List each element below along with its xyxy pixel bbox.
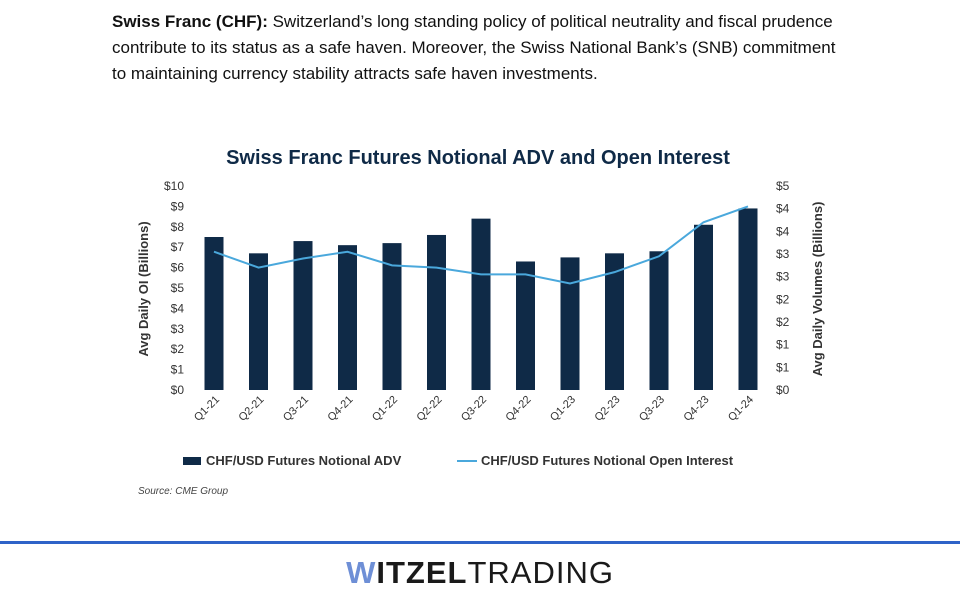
right-tick-label: $1	[776, 360, 790, 374]
right-tick-label: $3	[776, 247, 790, 261]
left-tick-label: $7	[171, 240, 185, 254]
witzel-trading-logo: WITZELTRADING	[0, 555, 960, 591]
right-tick-label: $3	[776, 270, 790, 284]
category-label: Q2-21	[237, 394, 267, 424]
left-tick-label: $10	[164, 179, 184, 193]
category-label: Q3-22	[459, 394, 489, 424]
intro-lead: Swiss Franc (CHF):	[112, 12, 268, 31]
category-label: Q4-22	[504, 394, 534, 424]
right-axis-label: Avg Daily Volumes (Billions)	[810, 202, 825, 377]
left-axis-ticks: $0 $1 $2 $3 $4 $5 $6 $7 $8 $9 $10	[164, 179, 184, 397]
legend-oi-label: CHF/USD Futures Notional Open Interest	[481, 453, 734, 468]
right-axis-ticks: $0 $1 $1 $2 $2 $3 $3 $4 $4 $5	[776, 179, 790, 397]
adv-bar	[605, 253, 624, 390]
category-label: Q4-23	[682, 394, 712, 424]
left-tick-label: $0	[171, 383, 185, 397]
open-interest-points	[213, 206, 749, 284]
chart-title: Swiss Franc Futures Notional ADV and Ope…	[226, 147, 730, 169]
right-tick-label: $2	[776, 292, 790, 306]
legend-bar-swatch	[183, 457, 201, 465]
right-tick-label: $0	[776, 383, 790, 397]
left-axis-label: Avg Daily OI (Billions)	[136, 221, 151, 356]
adv-bar	[471, 218, 491, 390]
left-tick-label: $4	[171, 301, 185, 315]
category-label: Q1-22	[370, 394, 400, 424]
category-label: Q1-23	[548, 394, 578, 424]
adv-bars	[204, 208, 758, 390]
futures-chart: Swiss Franc Futures Notional ADV and Ope…	[136, 147, 825, 497]
right-tick-label: $4	[776, 202, 790, 216]
right-tick-label: $2	[776, 315, 790, 329]
adv-bar	[338, 245, 357, 390]
adv-bar	[204, 237, 224, 390]
adv-bar	[694, 224, 713, 390]
intro-text: Switzerland’s long standing policy of po…	[112, 12, 836, 83]
category-label: Q3-23	[637, 394, 667, 424]
adv-bar	[249, 253, 268, 390]
category-label: Q2-22	[415, 394, 445, 424]
adv-bar	[382, 243, 402, 390]
left-tick-label: $6	[171, 261, 185, 275]
right-tick-label: $5	[776, 179, 790, 193]
adv-bar	[560, 257, 580, 390]
category-label: Q1-21	[192, 394, 222, 424]
adv-bar	[293, 241, 313, 390]
left-tick-label: $3	[171, 322, 185, 336]
logo-w: W	[346, 555, 377, 590]
right-tick-label: $1	[776, 338, 790, 352]
adv-bar	[516, 261, 535, 390]
left-tick-label: $9	[171, 199, 185, 213]
adv-bar	[738, 208, 758, 390]
legend-adv-label: CHF/USD Futures Notional ADV	[206, 453, 402, 468]
chart-source: Source: CME Group	[138, 486, 228, 497]
right-tick-label: $4	[776, 224, 790, 238]
adv-bar	[649, 251, 669, 390]
intro-paragraph: Swiss Franc (CHF): Switzerland’s long st…	[112, 9, 842, 87]
category-label: Q2-23	[593, 394, 623, 424]
logo-itzel: ITZEL	[376, 555, 468, 590]
category-labels: Q1-21 Q2-21 Q3-21 Q4-21 Q1-22 Q2-22 Q3-22 Q4-22…	[192, 394, 756, 424]
footer-divider	[0, 541, 960, 544]
adv-bar	[427, 234, 446, 390]
left-tick-label: $8	[171, 220, 185, 234]
left-tick-label: $5	[171, 281, 185, 295]
category-label: Q4-21	[326, 394, 356, 424]
logo-trading: TRADING	[467, 555, 614, 590]
category-label: Q3-21	[281, 394, 311, 424]
left-tick-label: $2	[171, 342, 185, 356]
category-label: Q1-24	[726, 394, 756, 424]
left-tick-label: $1	[171, 363, 185, 377]
